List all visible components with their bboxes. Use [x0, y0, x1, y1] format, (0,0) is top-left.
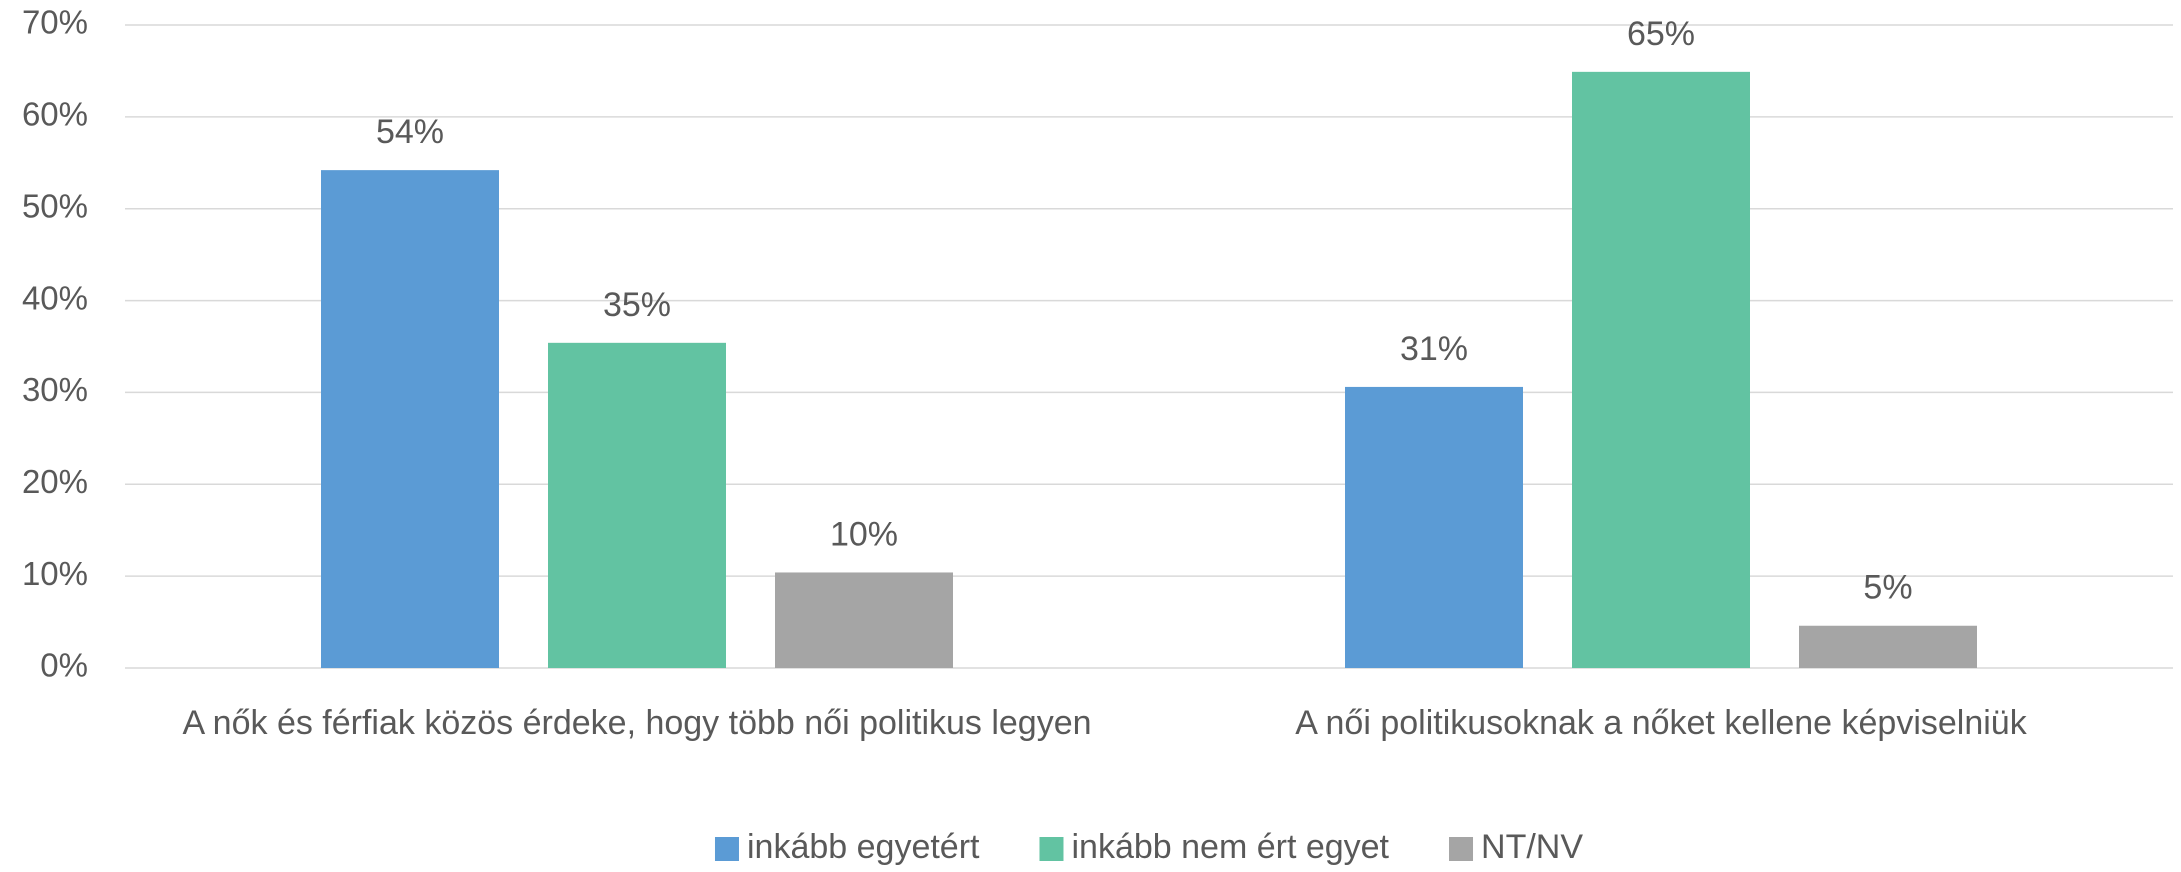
y-tick-label: 20%: [22, 463, 88, 500]
bar: [1345, 386, 1523, 668]
x-tick-label-box: A női politikusoknak a nőket kellene kép…: [1295, 704, 2027, 742]
bar: [321, 170, 499, 669]
data-label: 31%: [1400, 330, 1468, 368]
legend-label: inkább nem ért egyet: [1071, 828, 1389, 866]
legend-label: NT/NV: [1481, 828, 1583, 866]
bar: [548, 342, 726, 668]
bar: [1799, 625, 1977, 668]
bar: [1572, 71, 1750, 668]
legend-swatch: [1449, 837, 1474, 861]
x-tick-label: A női politikusoknak a nőket kellene kép…: [1295, 704, 2027, 742]
data-label: 10%: [830, 515, 898, 553]
y-tick-label: 0%: [40, 647, 88, 684]
legend-label: inkább egyetért: [747, 828, 980, 866]
y-tick-label: 30%: [22, 371, 88, 408]
data-label: 65%: [1627, 15, 1695, 53]
bar: [775, 572, 953, 668]
legend-swatch: [1039, 837, 1064, 861]
x-tick-label: A nők és férfiak közös érdeke, hogy több…: [182, 704, 1092, 742]
y-tick-label: 50%: [22, 187, 88, 224]
legend-swatch: [714, 837, 739, 861]
data-label: 35%: [603, 286, 671, 324]
data-label: 5%: [1863, 569, 1912, 607]
x-tick-label-box: A nők és férfiak közös érdeke, hogy több…: [182, 704, 1092, 742]
y-tick-label: 60%: [22, 96, 88, 133]
y-tick-label: 70%: [22, 4, 88, 41]
y-tick-label: 40%: [22, 279, 88, 316]
data-label: 54%: [376, 113, 444, 151]
y-tick-label: 10%: [22, 555, 88, 592]
